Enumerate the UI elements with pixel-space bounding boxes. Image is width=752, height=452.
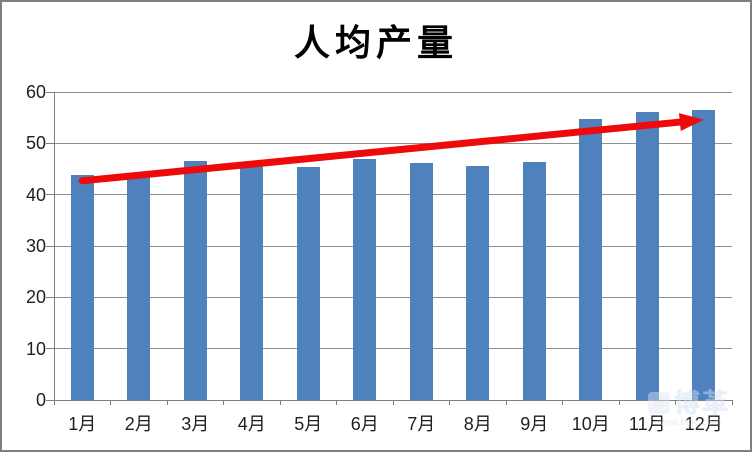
y-axis-label: 10 bbox=[25, 338, 46, 359]
x-axis-tick bbox=[279, 400, 281, 405]
gridline bbox=[54, 91, 732, 93]
x-axis-label: 3月 bbox=[181, 414, 210, 434]
y-axis-tick bbox=[46, 348, 54, 350]
gridline bbox=[54, 194, 732, 196]
y-axis-tick bbox=[46, 194, 54, 196]
watermark-text: 博革 bbox=[673, 388, 730, 418]
watermark-url: www.bige.com bbox=[656, 417, 722, 428]
y-axis-label: 30 bbox=[25, 236, 46, 256]
bar bbox=[240, 162, 264, 400]
y-axis-tick bbox=[46, 399, 54, 401]
x-axis-label: 9月 bbox=[520, 414, 549, 434]
bar bbox=[692, 109, 716, 400]
bar bbox=[579, 119, 603, 400]
x-axis-label: 11月 bbox=[628, 414, 666, 434]
x-axis-tick bbox=[336, 400, 337, 405]
y-axis-tick bbox=[46, 142, 54, 144]
bar bbox=[466, 165, 490, 400]
bar bbox=[183, 160, 207, 400]
x-axis-tick bbox=[166, 400, 168, 405]
x-axis-tick bbox=[675, 400, 676, 405]
gridline bbox=[54, 296, 732, 298]
bar bbox=[70, 174, 94, 400]
x-axis-label: 4月 bbox=[237, 414, 266, 434]
y-axis-tick bbox=[46, 91, 54, 93]
gridline bbox=[54, 142, 732, 144]
x-axis-tick bbox=[505, 400, 507, 405]
gridline bbox=[54, 348, 732, 350]
x-axis-label: 10月 bbox=[571, 414, 610, 434]
x-axis-tick bbox=[110, 400, 111, 405]
y-axis-tick bbox=[46, 245, 54, 247]
x-axis bbox=[54, 399, 732, 401]
x-axis-tick bbox=[392, 400, 394, 405]
y-axis-label: 50 bbox=[25, 133, 46, 154]
x-axis-tick bbox=[731, 400, 733, 405]
y-axis-label: 20 bbox=[25, 287, 46, 308]
bar bbox=[127, 173, 151, 400]
x-axis-tick bbox=[449, 400, 450, 405]
y-axis-label: 0 bbox=[35, 390, 46, 410]
y-axis-label: 60 bbox=[25, 82, 46, 102]
plot-area: 0 10 20 30 40 50 60 1月 2月 3月 4月 5月 6月 7月 8月 9月 10月 11月 12月 bbox=[26, 82, 733, 434]
x-axis-label: 5月 bbox=[294, 414, 323, 434]
x-axis-label: 2月 bbox=[124, 414, 153, 434]
bar bbox=[296, 167, 320, 400]
x-axis-tick bbox=[562, 400, 563, 405]
x-axis-label: 1月 bbox=[68, 414, 97, 434]
bar bbox=[409, 162, 433, 400]
x-axis-tick bbox=[53, 400, 55, 405]
x-axis-label: 12月 bbox=[684, 414, 723, 434]
y-axis bbox=[54, 92, 55, 400]
watermark-logo-icon: B bbox=[647, 392, 670, 414]
chart-title: 人均产量 bbox=[293, 23, 458, 63]
x-axis-tick bbox=[223, 400, 224, 405]
bar bbox=[522, 161, 546, 400]
x-axis-label: 7月 bbox=[407, 414, 436, 434]
watermark: B 博革 www.bige.com bbox=[647, 388, 730, 428]
x-axis-tick bbox=[618, 400, 620, 405]
gridline bbox=[54, 245, 732, 247]
y-axis-tick bbox=[46, 296, 54, 298]
bar bbox=[635, 112, 659, 400]
x-axis-label: 6月 bbox=[350, 414, 379, 434]
y-axis-label: 40 bbox=[25, 184, 46, 205]
x-axis-label: 8月 bbox=[463, 414, 492, 434]
bar bbox=[353, 158, 377, 400]
